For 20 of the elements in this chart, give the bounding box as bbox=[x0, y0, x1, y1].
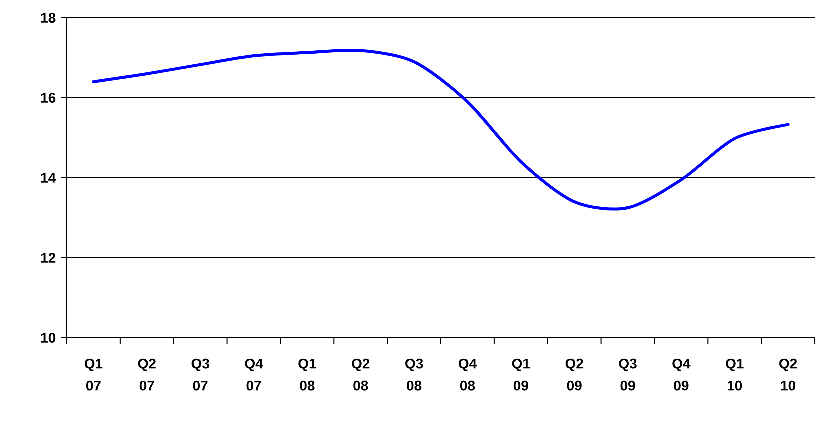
y-tick-label: 14 bbox=[41, 173, 56, 183]
x-tick-label: Q2 10 bbox=[780, 358, 798, 391]
x-tick-label: Q1 10 bbox=[726, 358, 744, 391]
x-tick-label: Q3 08 bbox=[406, 358, 424, 391]
y-tick-label: 18 bbox=[41, 13, 56, 23]
x-tick-label: Q4 09 bbox=[672, 358, 691, 391]
y-tick-label: 10 bbox=[41, 333, 56, 343]
x-tick-label: Q1 09 bbox=[512, 358, 530, 391]
x-tick-label: Q3 07 bbox=[192, 358, 210, 391]
x-tick-label: Q2 09 bbox=[566, 358, 584, 391]
x-tick-label: Q1 08 bbox=[298, 358, 316, 391]
x-tick-label: Q4 07 bbox=[245, 358, 264, 391]
x-tick-label: Q4 08 bbox=[458, 358, 477, 391]
x-tick-label: Q1 07 bbox=[84, 358, 103, 391]
line-series bbox=[92, 48, 790, 211]
x-tick-label: Q2 07 bbox=[138, 358, 156, 391]
y-tick-label: 12 bbox=[41, 253, 56, 263]
x-tick-label: Q3 09 bbox=[619, 358, 637, 391]
y-tick-label: 16 bbox=[41, 93, 56, 103]
x-tick-label: Q2 08 bbox=[352, 358, 370, 391]
